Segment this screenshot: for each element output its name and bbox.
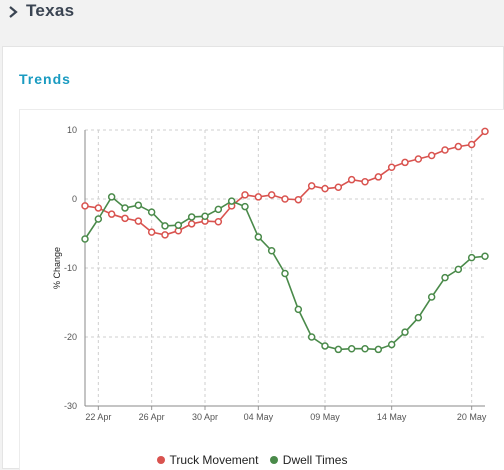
truck-movement-point bbox=[374, 173, 383, 181]
y-tick-label: -30 bbox=[64, 401, 77, 411]
dwell-times-point bbox=[387, 340, 396, 349]
truck-movement-point bbox=[241, 191, 249, 199]
dwell-times-point bbox=[361, 344, 369, 353]
truck-movement-point bbox=[361, 178, 369, 186]
truck-movement-point bbox=[81, 202, 89, 210]
panel-title: Trends bbox=[19, 71, 71, 87]
dwell-times-point bbox=[321, 342, 329, 350]
dwell-times-point bbox=[254, 233, 263, 241]
x-tick-label: 26 Apr bbox=[139, 412, 165, 422]
dwell-times-point bbox=[187, 213, 196, 221]
truck-movement-point bbox=[401, 158, 409, 167]
x-tick-label: 20 May bbox=[457, 412, 487, 422]
dwell-times-point bbox=[334, 345, 343, 354]
dwell-times-point bbox=[374, 345, 383, 354]
dwell-legend-dot bbox=[269, 456, 278, 464]
dwell-times-point bbox=[281, 269, 289, 278]
truck-movement-point bbox=[481, 127, 489, 136]
region-title: Texas bbox=[26, 1, 75, 20]
dwell-times-point bbox=[121, 204, 129, 212]
dwell-times-point bbox=[107, 193, 116, 201]
truck-movement-line bbox=[84, 130, 486, 236]
truck-movement-point bbox=[107, 210, 116, 218]
dwell-times-point bbox=[454, 265, 463, 274]
truck-movement-point bbox=[294, 195, 303, 204]
trends-panel: Trends bbox=[2, 46, 504, 470]
y-tick-label: 10 bbox=[67, 125, 77, 135]
dwell-times-point bbox=[161, 222, 169, 230]
truck-movement-point bbox=[214, 218, 223, 226]
chart-container bbox=[19, 109, 504, 470]
truck-movement-point bbox=[134, 217, 143, 225]
legend-label-dwell: Dwell Times bbox=[282, 453, 348, 467]
x-tick-label: 22 Apr bbox=[85, 412, 111, 422]
truck-movement-point bbox=[467, 140, 476, 149]
truck-movement-point bbox=[267, 191, 276, 199]
dwell-times-point bbox=[214, 205, 223, 214]
legend-item-dwell[interactable]: Dwell Times bbox=[269, 453, 348, 467]
truck-movement-point bbox=[387, 163, 396, 172]
dwell-times-point bbox=[147, 208, 156, 216]
dwell-times-point bbox=[174, 221, 183, 229]
truck-movement-point bbox=[147, 228, 156, 236]
chart-legend: Truck Movement Dwell Times bbox=[0, 453, 504, 467]
truck-movement-point bbox=[161, 231, 169, 239]
truck-movement-point bbox=[414, 155, 423, 163]
y-tick-label: 0 bbox=[72, 194, 77, 204]
truck-movement-point bbox=[321, 184, 329, 193]
y-tick-label: -10 bbox=[64, 263, 77, 273]
dwell-times-point bbox=[401, 328, 409, 336]
dwell-times-point bbox=[241, 202, 249, 211]
truck-movement-point bbox=[454, 142, 463, 151]
dwell-times-point bbox=[441, 273, 449, 282]
y-axis-label: % Change bbox=[52, 247, 62, 289]
x-tick-label: 09 May bbox=[310, 412, 340, 422]
dwell-times-point bbox=[427, 293, 436, 301]
dwell-times-point bbox=[294, 305, 303, 314]
x-tick-label: 30 Apr bbox=[192, 412, 218, 422]
dwell-times-point bbox=[414, 313, 423, 322]
truck-movement-point bbox=[281, 195, 289, 203]
truck-movement-point bbox=[254, 193, 263, 201]
dwell-times-point bbox=[307, 333, 316, 341]
y-tick-label: -20 bbox=[64, 332, 77, 342]
dwell-times-point bbox=[481, 252, 489, 261]
dwell-times-point bbox=[227, 197, 236, 205]
x-tick-label: 04 May bbox=[244, 412, 274, 422]
truck-movement-point bbox=[441, 146, 449, 154]
legend-item-truck[interactable]: Truck Movement bbox=[156, 453, 259, 467]
dwell-times-point bbox=[347, 344, 356, 353]
truck-movement-point bbox=[94, 204, 103, 212]
chevron-right-icon[interactable] bbox=[6, 5, 20, 19]
dwell-times-point bbox=[467, 253, 476, 262]
x-tick-label: 14 May bbox=[377, 412, 407, 422]
page-header: Texas bbox=[0, 0, 504, 38]
dwell-times-point bbox=[267, 247, 276, 255]
truck-legend-dot bbox=[156, 456, 165, 464]
truck-movement-point bbox=[334, 183, 343, 192]
legend-label-truck: Truck Movement bbox=[169, 453, 259, 467]
truck-movement-point bbox=[427, 151, 436, 160]
dwell-times-point bbox=[81, 235, 89, 243]
dwell-times-point bbox=[201, 212, 209, 220]
truck-movement-point bbox=[347, 175, 356, 184]
truck-movement-point bbox=[307, 182, 316, 190]
dwell-times-point bbox=[134, 201, 143, 209]
dwell-times-point bbox=[94, 215, 103, 223]
truck-movement-point bbox=[121, 214, 129, 223]
truck-movement-point bbox=[187, 220, 196, 228]
